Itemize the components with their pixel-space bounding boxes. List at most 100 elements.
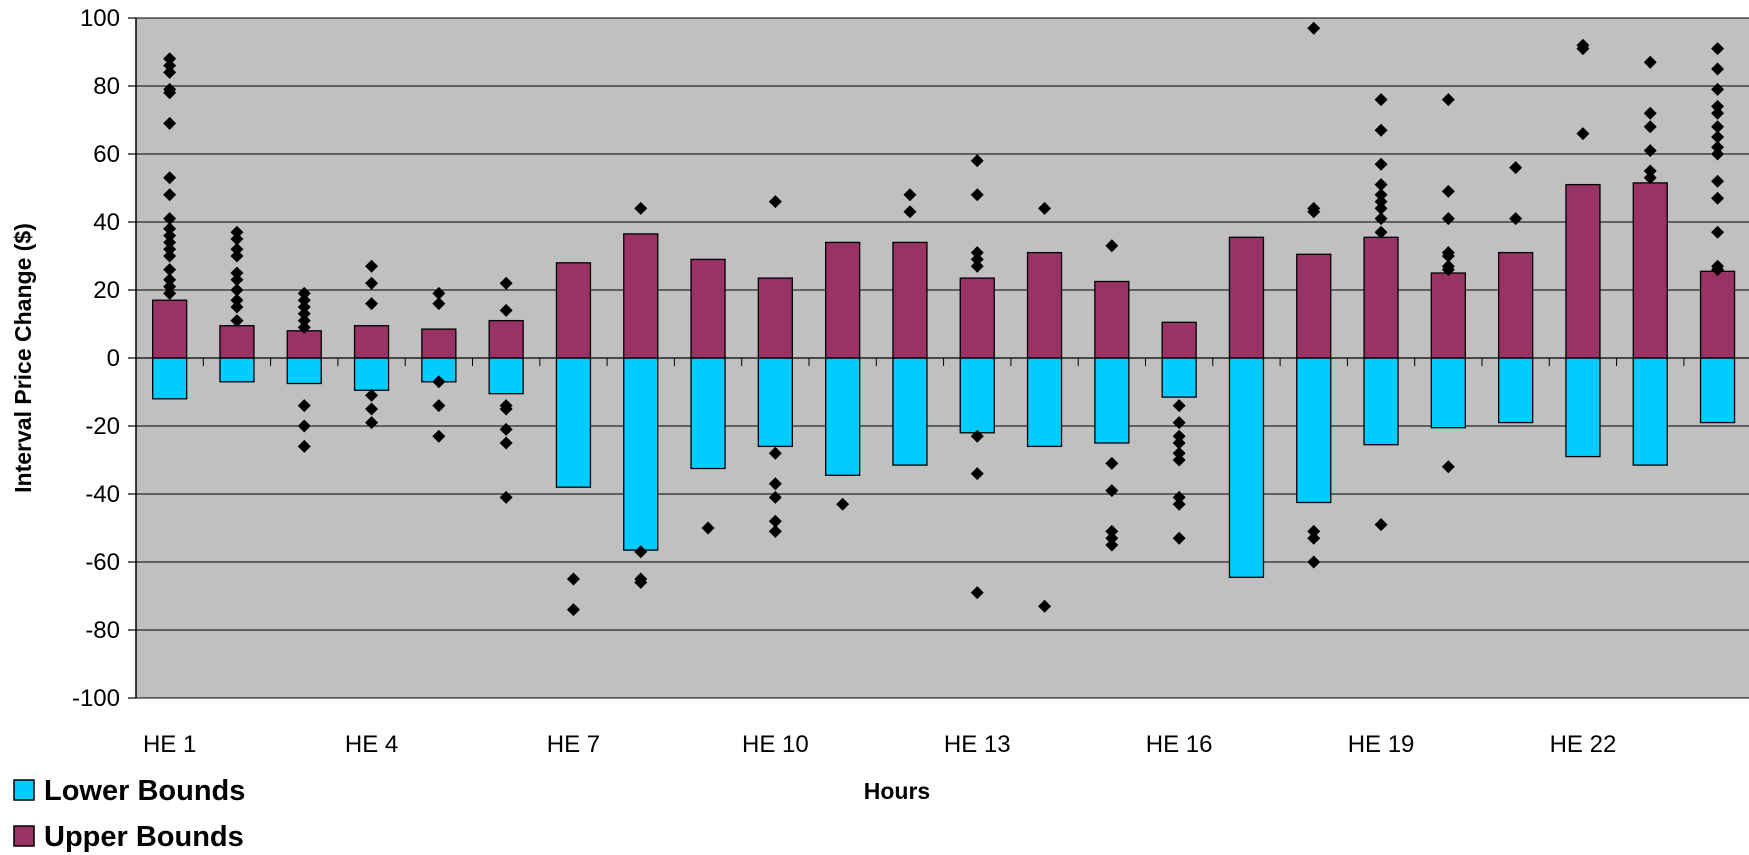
data-point xyxy=(1105,531,1119,545)
data-point xyxy=(432,375,446,389)
lower-bar xyxy=(1296,357,1332,504)
y-axis-title: Interval Price Change ($) xyxy=(10,223,36,493)
data-point xyxy=(634,575,648,589)
data-point xyxy=(1374,93,1388,107)
data-point xyxy=(230,300,244,314)
data-point xyxy=(1711,99,1725,113)
data-point xyxy=(1307,555,1321,569)
lower-bar xyxy=(1094,357,1130,444)
lower-bar xyxy=(219,357,255,383)
x-axis-title: Hours xyxy=(864,778,930,804)
data-point xyxy=(1374,188,1388,202)
data-point xyxy=(1441,93,1455,107)
data-point xyxy=(163,65,177,79)
data-point xyxy=(634,545,648,559)
data-point xyxy=(970,429,984,443)
bars xyxy=(151,182,1736,578)
data-point xyxy=(297,293,311,307)
upper-bar xyxy=(1632,182,1668,359)
gridlines xyxy=(136,17,1749,699)
data-point xyxy=(1576,42,1590,56)
data-point xyxy=(1441,184,1455,198)
upper-bar xyxy=(1296,253,1332,359)
data-point xyxy=(1441,460,1455,474)
data-point xyxy=(768,446,782,460)
lower-bar xyxy=(825,357,861,476)
data-point xyxy=(499,402,513,416)
lower-bar xyxy=(286,357,322,385)
upper-bar xyxy=(1161,321,1197,359)
upper-bar xyxy=(690,258,726,359)
data-point xyxy=(432,429,446,443)
data-point xyxy=(1711,42,1725,56)
data-point xyxy=(499,422,513,436)
lower-bar xyxy=(1430,357,1466,429)
upper-bar xyxy=(488,319,524,359)
y-axis: -100 -80 -60 -40 -20 0 20 40 60 80 100 xyxy=(72,5,137,712)
data-point xyxy=(1172,490,1186,504)
data-point xyxy=(297,439,311,453)
data-point xyxy=(1711,106,1725,120)
lower-bar xyxy=(151,357,188,400)
data-point xyxy=(297,320,311,334)
data-point xyxy=(1172,531,1186,545)
data-point xyxy=(163,188,177,202)
upper-bar xyxy=(959,277,995,359)
data-point xyxy=(1374,123,1388,137)
lower-bar xyxy=(1498,357,1534,424)
lower-bar xyxy=(1161,357,1197,398)
data-point xyxy=(1643,171,1657,185)
data-point xyxy=(230,266,244,280)
upper-bar xyxy=(623,233,659,359)
data-point xyxy=(1105,456,1119,470)
upper-bar xyxy=(1498,251,1534,359)
data-point xyxy=(903,205,917,219)
data-point xyxy=(163,286,177,300)
data-point xyxy=(1711,62,1725,76)
data-point xyxy=(297,307,311,321)
upper-bar xyxy=(1699,270,1736,359)
data-point xyxy=(230,232,244,246)
data-point xyxy=(1576,127,1590,141)
x-tick-label: HE 19 xyxy=(1348,731,1415,758)
lower-bar xyxy=(555,357,592,488)
data-point xyxy=(163,212,177,226)
data-point xyxy=(768,514,782,528)
data-point xyxy=(566,603,580,617)
data-point xyxy=(1441,212,1455,226)
data-point xyxy=(230,249,244,263)
scatter-markers xyxy=(163,21,1725,617)
data-point xyxy=(1172,453,1186,467)
data-point xyxy=(365,297,379,311)
data-point xyxy=(432,297,446,311)
data-point xyxy=(1172,497,1186,511)
data-point xyxy=(1172,429,1186,443)
y-tick-label: -40 xyxy=(85,481,120,508)
lower-bar xyxy=(1632,357,1668,466)
data-point xyxy=(1643,144,1657,158)
data-point xyxy=(163,86,177,100)
data-point xyxy=(1509,161,1523,175)
data-point xyxy=(297,399,311,413)
data-point xyxy=(1643,106,1657,120)
data-point xyxy=(566,572,580,586)
data-point xyxy=(297,300,311,314)
data-point xyxy=(1711,140,1725,154)
upper-bar xyxy=(757,277,793,359)
data-point xyxy=(1172,436,1186,450)
data-point xyxy=(230,273,244,287)
legend-label: Upper Bounds xyxy=(44,821,244,853)
data-point xyxy=(1307,21,1321,35)
data-point xyxy=(163,235,177,249)
data-point xyxy=(970,259,984,273)
upper-bar xyxy=(151,299,188,359)
data-point xyxy=(230,314,244,328)
data-point xyxy=(365,276,379,290)
data-point xyxy=(1307,205,1321,219)
data-point xyxy=(1711,174,1725,188)
data-point xyxy=(1374,518,1388,532)
x-tick-label: HE 16 xyxy=(1146,731,1213,758)
y-tick-label: -100 xyxy=(72,685,120,712)
data-point xyxy=(1038,599,1052,613)
